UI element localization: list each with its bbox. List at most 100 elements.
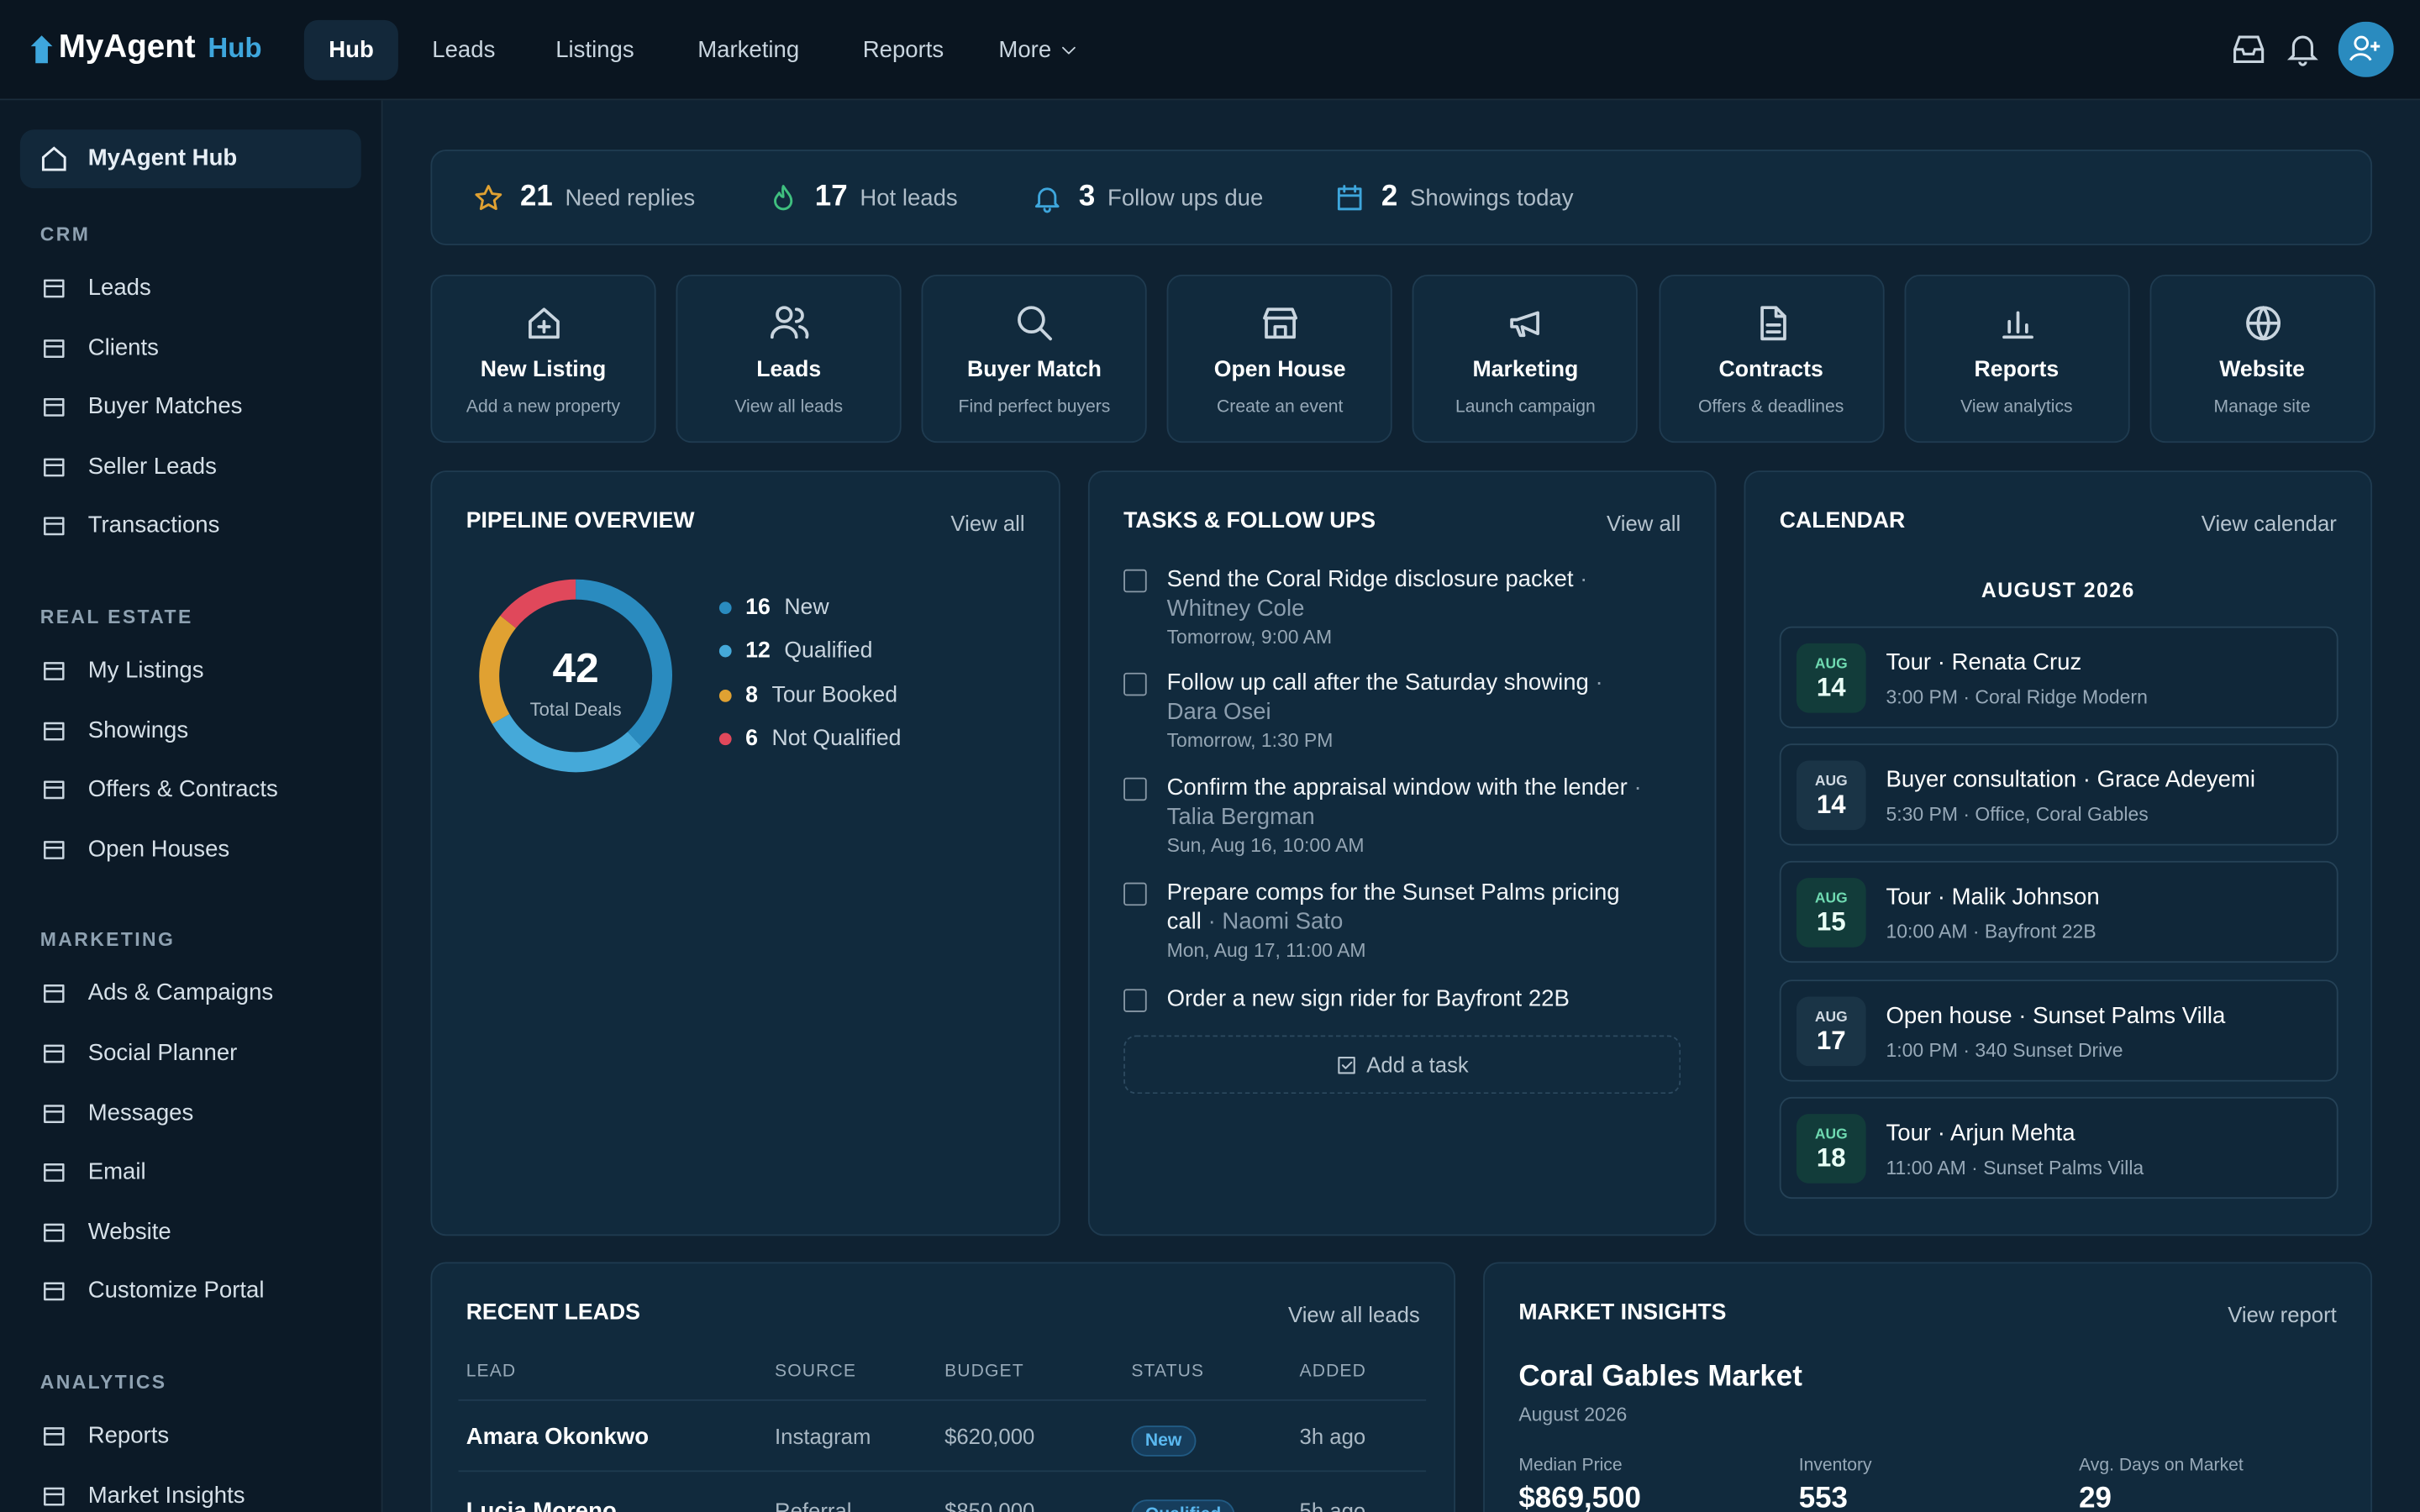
sidebar-item[interactable]: Buyer Matches bbox=[40, 392, 349, 423]
sidebar-item-icon-shape bbox=[44, 840, 65, 859]
task-checkbox[interactable] bbox=[1123, 989, 1147, 1012]
calendar-event[interactable]: AUG 14 Tour · Renata Cruz 3:00 PM · Coral R… bbox=[1779, 626, 2338, 728]
sidebar-item[interactable]: Offers & Contracts bbox=[40, 774, 349, 806]
avatar[interactable] bbox=[2338, 21, 2394, 77]
brand-name: MyAgent bbox=[58, 29, 196, 66]
nav-tab[interactable]: Reports bbox=[862, 37, 944, 64]
sidebar-item[interactable]: Email bbox=[40, 1158, 349, 1189]
home-link[interactable]: MyAgent Hub bbox=[19, 129, 361, 189]
sidebar-item-icon-shape bbox=[44, 517, 65, 536]
bell-icon[interactable] bbox=[2286, 33, 2319, 66]
action-card[interactable]: New Listing Add a new property bbox=[430, 274, 656, 444]
action-card[interactable]: Buyer Match Find perfect buyers bbox=[921, 274, 1148, 444]
sidebar-item[interactable]: Showings bbox=[40, 715, 349, 746]
action-card[interactable]: Marketing Launch campaign bbox=[1413, 274, 1639, 444]
stat: 17 Hot leads bbox=[767, 181, 958, 214]
sidebar-item-label: Website bbox=[87, 1218, 171, 1245]
action-icon bbox=[1263, 307, 1298, 339]
inbox-icon[interactable] bbox=[2232, 34, 2265, 65]
top-bar: MyAgent Hub Hub Leads Listings Marketing Repo… bbox=[0, 0, 2420, 101]
table-header: LEAD bbox=[466, 1362, 517, 1381]
chevron-icon bbox=[1062, 46, 1076, 55]
nav-tab[interactable]: Marketing bbox=[697, 37, 800, 64]
calendar-event[interactable]: AUG 18 Tour · Arjun Mehta 11:00 AM · Sunset… bbox=[1779, 1096, 2338, 1199]
recent-leads-panel: RECENT LEADS View all leads LEAD SOURCE BUDG… bbox=[430, 1262, 1456, 1512]
sidebar-item-icon-shape bbox=[44, 984, 65, 1004]
sidebar-item-icon bbox=[44, 458, 65, 477]
sidebar-item[interactable]: Open Houses bbox=[40, 834, 349, 865]
calendar-event[interactable]: AUG 14 Buyer consultation · Grace Adeyemi 5… bbox=[1779, 743, 2338, 846]
action-icon-shape bbox=[1760, 306, 1786, 341]
panel-link[interactable]: View report bbox=[2228, 1302, 2337, 1327]
sidebar-item[interactable]: Seller Leads bbox=[40, 452, 349, 483]
action-subtitle: View all leads bbox=[734, 397, 844, 417]
sidebar-item-icon bbox=[44, 1104, 65, 1123]
donut-label: Total Deals bbox=[530, 699, 622, 720]
donut-segment bbox=[575, 579, 672, 747]
legend-item: 6 Not Qualified bbox=[718, 727, 901, 751]
action-card[interactable]: Leads View all leads bbox=[676, 274, 902, 444]
sidebar-item[interactable]: Social Planner bbox=[40, 1038, 349, 1069]
brand[interactable]: MyAgent Hub bbox=[59, 29, 262, 66]
date-day: 15 bbox=[1816, 907, 1846, 937]
nav-tab[interactable]: Leads bbox=[432, 37, 496, 64]
sidebar-item-icon-shape bbox=[44, 1223, 65, 1242]
task-checkbox[interactable] bbox=[1123, 777, 1147, 801]
sidebar-item-label: Email bbox=[87, 1158, 146, 1185]
stat-icon-shape bbox=[1337, 185, 1362, 211]
legend-value: 16 bbox=[745, 595, 771, 621]
action-card[interactable]: Open House Create an event bbox=[1167, 274, 1393, 444]
action-title: Open House bbox=[1213, 358, 1346, 383]
sidebar-item[interactable]: Customize Portal bbox=[40, 1277, 349, 1308]
sidebar-item-icon bbox=[44, 1044, 65, 1063]
stat-icon-shape bbox=[774, 185, 793, 211]
nav-tab[interactable]: Listings bbox=[555, 37, 634, 64]
stat-label: Need replies bbox=[565, 185, 696, 212]
task-checkbox[interactable] bbox=[1123, 882, 1147, 906]
nav-tab[interactable]: Hub bbox=[303, 19, 399, 81]
panel-link[interactable]: View all bbox=[1607, 510, 1681, 536]
task-checkbox[interactable] bbox=[1123, 569, 1147, 593]
panel-link[interactable]: View calendar bbox=[2201, 510, 2337, 536]
action-card[interactable]: Contracts Offers & deadlines bbox=[1658, 274, 1884, 444]
task-item: Order a new sign rider for Bayfront 22B bbox=[1123, 984, 1648, 1014]
stat-value: 3 bbox=[1078, 180, 1096, 213]
market-panel: MARKET INSIGHTS View report Coral Gables M… bbox=[1483, 1262, 2373, 1512]
panel-title: RECENT LEADS bbox=[466, 1300, 640, 1326]
sidebar-item-label: Showings bbox=[87, 717, 189, 743]
calendar-event[interactable]: AUG 15 Tour · Malik Johnson 10:00 AM · Bayf… bbox=[1779, 861, 2338, 963]
sidebar-item[interactable]: Clients bbox=[40, 333, 349, 364]
panel-link[interactable]: View all leads bbox=[1288, 1302, 1420, 1327]
date-month: AUG bbox=[1814, 1126, 1848, 1143]
action-icon bbox=[771, 306, 809, 339]
sidebar-item-icon bbox=[44, 840, 65, 859]
action-icon bbox=[1018, 306, 1053, 341]
chevron-icon-shape bbox=[1062, 46, 1076, 55]
nav-tab[interactable]: More bbox=[998, 37, 1052, 64]
calendar-event[interactable]: AUG 17 Open house · Sunset Palms Villa 1:00… bbox=[1779, 979, 2338, 1081]
sidebar-item[interactable]: Website bbox=[40, 1217, 349, 1248]
sidebar-item[interactable]: Market Insights bbox=[40, 1481, 349, 1512]
market-date: August 2026 bbox=[1518, 1404, 1628, 1426]
sidebar-item[interactable]: Transactions bbox=[40, 512, 349, 543]
sidebar-item[interactable]: Ads & Campaigns bbox=[40, 979, 349, 1010]
action-card[interactable]: Reports View analytics bbox=[1903, 274, 2129, 444]
stats-bar: 21 Need replies 17 Hot leads 3 Follow ups due… bbox=[430, 150, 2373, 246]
add-task-button[interactable]: Add a task bbox=[1123, 1035, 1681, 1095]
sidebar-item[interactable]: Messages bbox=[40, 1098, 349, 1129]
date-month: AUG bbox=[1814, 773, 1848, 790]
event-detail: 1:00 PM · 340 Sunset Drive bbox=[1886, 1039, 2123, 1061]
metric-label: Avg. Days on Market bbox=[2079, 1456, 2244, 1475]
sidebar-item[interactable]: Leads bbox=[40, 273, 349, 304]
action-card[interactable]: Website Manage site bbox=[2149, 274, 2375, 444]
panel-link[interactable]: View all bbox=[950, 510, 1025, 536]
action-subtitle: Manage site bbox=[2213, 397, 2311, 417]
task-checkbox[interactable] bbox=[1123, 672, 1147, 696]
task-title: Send the Coral Ridge disclosure packet bbox=[1166, 566, 1574, 593]
event-title: Tour · Arjun Mehta bbox=[1886, 1120, 2075, 1147]
action-subtitle: Offers & deadlines bbox=[1697, 397, 1844, 417]
sidebar-item[interactable]: My Listings bbox=[40, 656, 349, 687]
sidebar-item[interactable]: Reports bbox=[40, 1421, 349, 1452]
sidebar-item-icon-shape bbox=[44, 1427, 65, 1446]
task-due: Sun, Aug 16, 10:00 AM bbox=[1166, 834, 1365, 857]
